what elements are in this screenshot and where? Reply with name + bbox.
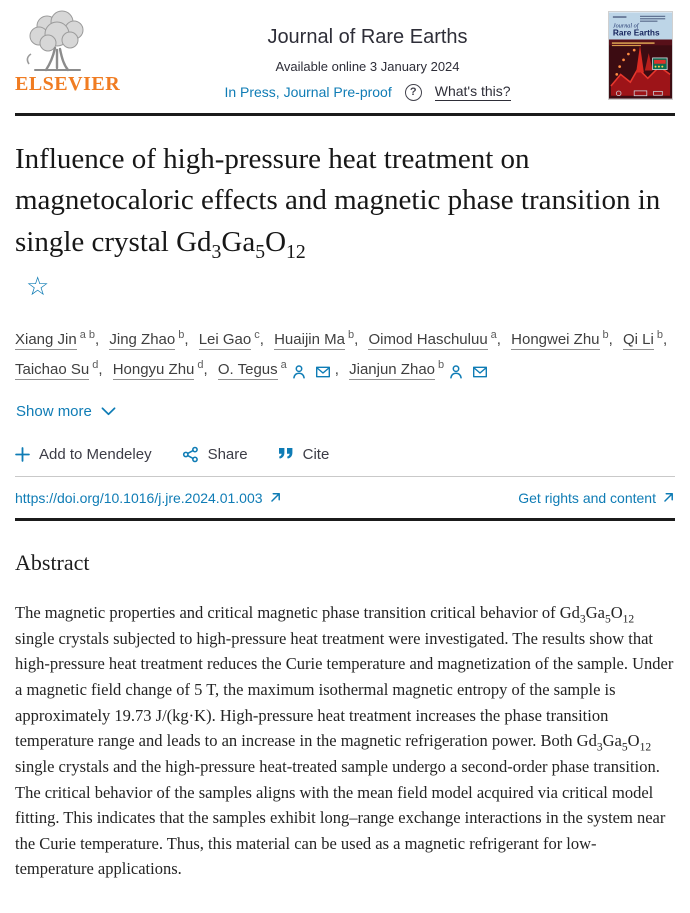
author-affiliation-sup: b — [656, 329, 663, 342]
page-header: ELSEVIER Journal of Rare Earths Availabl… — [15, 0, 675, 108]
author-separator: , — [334, 360, 339, 378]
author-separator: , — [496, 331, 501, 349]
doi-divider-top — [15, 475, 675, 477]
abstract-divider — [15, 517, 675, 521]
show-more-label: Show more — [16, 402, 92, 420]
author-separator: , — [203, 360, 208, 378]
author-link[interactable]: Lei Gao c — [198, 329, 260, 351]
doi-link[interactable]: https://doi.org/10.1016/j.jre.2024.01.00… — [15, 490, 282, 506]
header-center: Journal of Rare Earths Available online … — [127, 10, 608, 101]
external-link-icon — [662, 491, 675, 504]
article-actions: Add to Mendeley Share Cite — [15, 446, 675, 463]
author-link[interactable]: O. Tegus a — [217, 358, 287, 380]
author-affiliation-sup: a — [490, 329, 497, 342]
author-separator: , — [95, 331, 100, 349]
plus-icon — [15, 447, 30, 462]
author-affiliation-sup: a — [280, 358, 287, 371]
author-affiliation-sup: b — [602, 329, 609, 342]
author-separator: , — [354, 331, 359, 349]
author-link[interactable]: Jing Zhao b — [109, 329, 185, 351]
chevron-down-icon — [101, 407, 116, 416]
author-email-icon[interactable] — [472, 357, 488, 386]
elsevier-wordmark: ELSEVIER — [15, 73, 121, 95]
in-press-link[interactable]: In Press, Journal Pre-proof — [224, 84, 392, 100]
share-icon — [182, 446, 199, 463]
abstract-text: The magnetic properties and critical mag… — [15, 602, 674, 879]
header-divider — [15, 113, 675, 116]
external-link-icon — [269, 491, 282, 504]
author-separator: , — [184, 331, 189, 349]
doi-url: https://doi.org/10.1016/j.jre.2024.01.00… — [15, 489, 263, 506]
journal-cover-thumbnail[interactable]: Journal of Rare Earths — [608, 11, 675, 100]
add-to-mendeley-label: Add to Mendeley — [39, 445, 152, 463]
save-star-icon[interactable]: ☆ — [26, 272, 50, 303]
article-title: Influence of high-pressure heat treatmen… — [15, 143, 661, 263]
cite-quote-icon — [278, 447, 294, 461]
author-link[interactable]: Jianjun Zhao b — [349, 358, 445, 380]
cite-label: Cite — [302, 445, 330, 463]
author-link[interactable]: Qi Li b — [623, 329, 663, 351]
get-rights-link[interactable]: Get rights and content — [518, 490, 675, 506]
help-icon[interactable]: ? — [404, 83, 422, 101]
abstract-heading: Abstract — [15, 549, 90, 575]
show-more-button[interactable]: Show more — [15, 403, 116, 420]
author-link[interactable]: Hongwei Zhu b — [511, 329, 609, 351]
cover-journal-of-text: Journal of — [613, 22, 640, 29]
author-profile-icon[interactable] — [448, 357, 464, 386]
author-affiliation-sup: b — [347, 329, 355, 342]
whats-this-link[interactable]: What's this? — [434, 83, 511, 101]
author-email-icon[interactable] — [315, 357, 331, 386]
author-affiliation-sup: a b — [79, 329, 96, 342]
cite-button[interactable]: Cite — [278, 445, 330, 463]
elsevier-logo[interactable]: ELSEVIER — [15, 10, 127, 96]
author-link[interactable]: Hongyu Zhu d — [112, 358, 204, 380]
cover-rare-earths-text: Rare Earths — [613, 28, 660, 38]
author-separator: , — [662, 331, 668, 349]
author-affiliation-sup: b — [438, 358, 445, 371]
author-separator: , — [608, 331, 613, 349]
available-online-date: Available online 3 January 2024 — [275, 59, 460, 74]
author-link[interactable]: Taichao Su d — [15, 358, 99, 380]
author-link[interactable]: Huaijin Ma b — [274, 329, 355, 351]
author-separator: , — [98, 360, 103, 378]
share-button[interactable]: Share — [182, 446, 248, 463]
author-affiliation-sup: d — [92, 358, 99, 371]
author-separator: , — [259, 331, 264, 349]
elsevier-tree-icon — [15, 10, 127, 72]
author-link[interactable]: Oimod Haschuluu a — [368, 329, 497, 351]
add-to-mendeley-button[interactable]: Add to Mendeley — [15, 446, 152, 463]
author-affiliation-sup: c — [254, 329, 260, 342]
publication-status-row: In Press, Journal Pre-proof ? What's thi… — [127, 83, 608, 101]
journal-title-link[interactable]: Journal of Rare Earths — [267, 26, 468, 48]
author-affiliation-sup: d — [197, 358, 204, 371]
get-rights-label: Get rights and content — [518, 489, 656, 506]
author-link[interactable]: Xiang Jin a b — [15, 329, 96, 351]
author-profile-icon[interactable] — [291, 357, 307, 386]
share-label: Share — [207, 445, 248, 463]
doi-row: https://doi.org/10.1016/j.jre.2024.01.00… — [15, 477, 675, 518]
authors-list: Xiang Jin a b, Jing Zhao b, Lei Gao c, Huai… — [15, 325, 675, 386]
author-affiliation-sup: b — [178, 329, 185, 342]
